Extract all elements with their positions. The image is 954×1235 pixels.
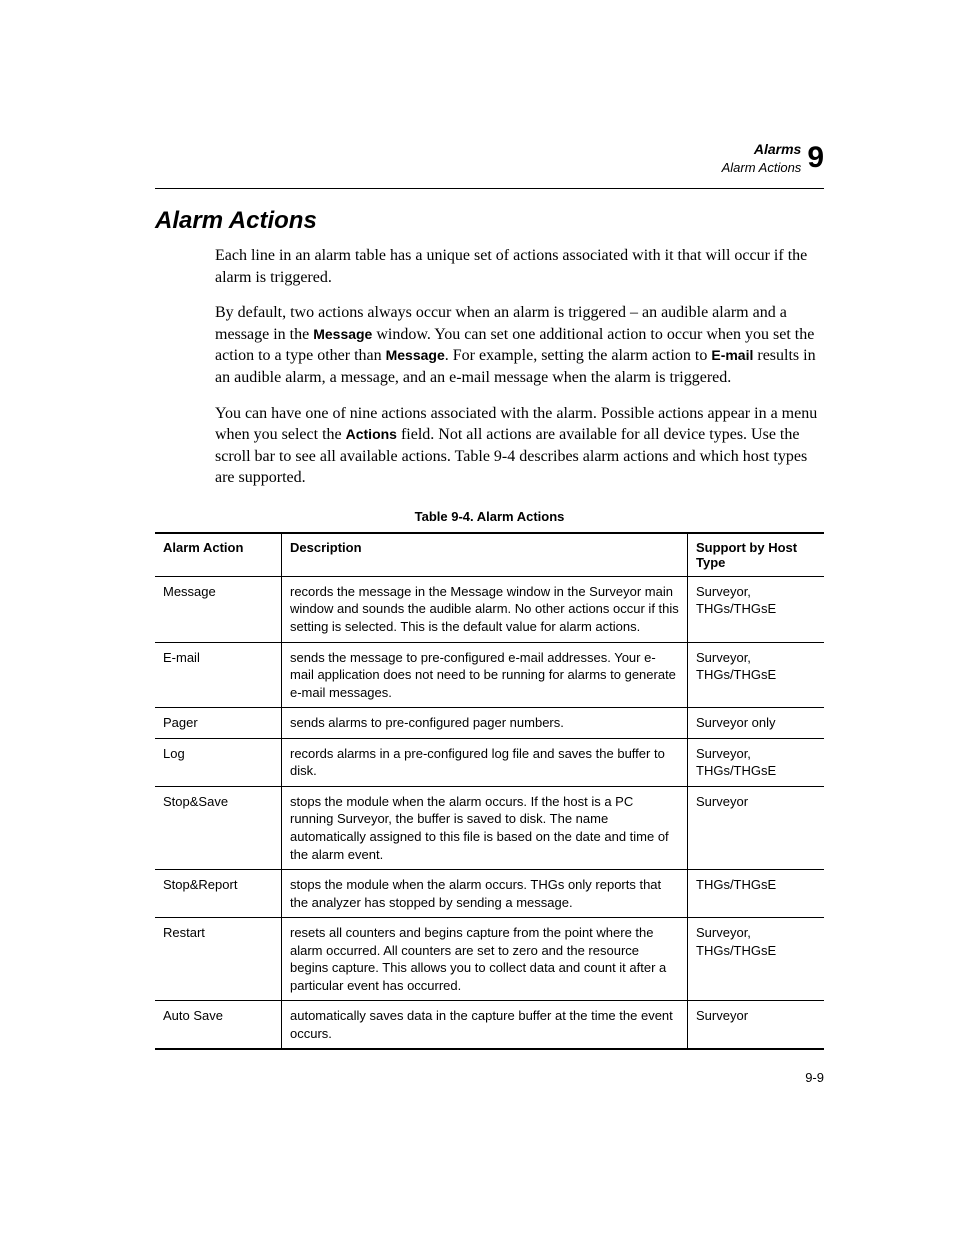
p3-bold-actions: Actions: [346, 426, 397, 442]
cell-description: sends the message to pre-configured e-ma…: [282, 642, 688, 708]
table-body: Message records the message in the Messa…: [155, 576, 824, 1049]
header-chapter-title: Alarms: [754, 141, 801, 158]
alarm-actions-table: Alarm Action Description Support by Host…: [155, 532, 824, 1050]
body-text: Each line in an alarm table has a unique…: [215, 245, 824, 489]
header-section-title: Alarm Actions: [722, 160, 802, 176]
header-chapter-number: 9: [807, 143, 824, 173]
cell-action: Stop&Save: [155, 786, 282, 869]
cell-support: Surveyor: [688, 786, 825, 869]
cell-support: Surveyor only: [688, 708, 825, 739]
table-row: Restart resets all counters and begins c…: [155, 918, 824, 1001]
cell-action: Pager: [155, 708, 282, 739]
p2-bold-message-2: Message: [386, 347, 445, 363]
p2-text-d: . For example, setting the alarm action …: [445, 347, 712, 364]
paragraph-1: Each line in an alarm table has a unique…: [215, 245, 824, 288]
cell-description: automatically saves data in the capture …: [282, 1001, 688, 1050]
table-row: Stop&Save stops the module when the alar…: [155, 786, 824, 869]
cell-action: Restart: [155, 918, 282, 1001]
table-row: Pager sends alarms to pre-configured pag…: [155, 708, 824, 739]
table-header-row: Alarm Action Description Support by Host…: [155, 533, 824, 577]
table-row: Auto Save automatically saves data in th…: [155, 1001, 824, 1050]
cell-description: resets all counters and begins capture f…: [282, 918, 688, 1001]
p2-bold-message-1: Message: [313, 326, 372, 342]
p2-bold-email: E-mail: [711, 347, 753, 363]
cell-support: Surveyor, THGs/THGsE: [688, 642, 825, 708]
cell-description: sends alarms to pre-configured pager num…: [282, 708, 688, 739]
cell-action: E-mail: [155, 642, 282, 708]
col-header-action: Alarm Action: [155, 533, 282, 577]
cell-description: stops the module when the alarm occurs. …: [282, 870, 688, 918]
table-row: Log records alarms in a pre-configured l…: [155, 738, 824, 786]
table-caption: Table 9-4. Alarm Actions: [155, 509, 824, 524]
table-row: E-mail sends the message to pre-configur…: [155, 642, 824, 708]
col-header-support: Support by Host Type: [688, 533, 825, 577]
cell-support: THGs/THGsE: [688, 870, 825, 918]
cell-action: Log: [155, 738, 282, 786]
page: Alarms Alarm Actions 9 Alarm Actions Eac…: [0, 0, 954, 1235]
cell-action: Message: [155, 576, 282, 642]
cell-support: Surveyor, THGs/THGsE: [688, 918, 825, 1001]
cell-support: Surveyor, THGs/THGsE: [688, 738, 825, 786]
col-header-description: Description: [282, 533, 688, 577]
cell-support: Surveyor: [688, 1001, 825, 1050]
header-rule: [155, 188, 824, 189]
cell-support: Surveyor, THGs/THGsE: [688, 576, 825, 642]
page-number: 9-9: [805, 1070, 824, 1085]
cell-description: stops the module when the alarm occurs. …: [282, 786, 688, 869]
running-header: Alarms Alarm Actions 9: [722, 140, 824, 176]
cell-action: Auto Save: [155, 1001, 282, 1050]
paragraph-2: By default, two actions always occur whe…: [215, 302, 824, 388]
cell-description: records alarms in a pre-configured log f…: [282, 738, 688, 786]
table-row: Stop&Report stops the module when the al…: [155, 870, 824, 918]
paragraph-3: You can have one of nine actions associa…: [215, 403, 824, 489]
cell-description: records the message in the Message windo…: [282, 576, 688, 642]
section-heading: Alarm Actions: [155, 207, 824, 235]
table-row: Message records the message in the Messa…: [155, 576, 824, 642]
cell-action: Stop&Report: [155, 870, 282, 918]
